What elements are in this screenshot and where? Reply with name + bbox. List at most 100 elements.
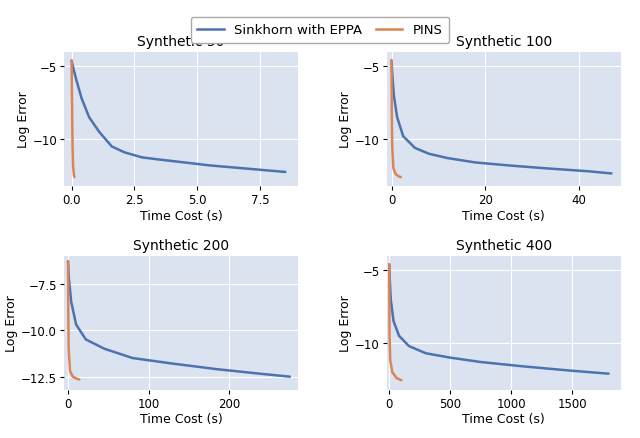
PINS <box>395 174 403 180</box>
Sinkhorn with EPPA <box>67 300 75 305</box>
Sinkhorn with EPPA <box>286 374 294 379</box>
Sinkhorn with EPPA <box>505 163 513 169</box>
Legend: Sinkhorn with EPPA, PINS: Sinkhorn with EPPA, PINS <box>191 18 449 44</box>
Sinkhorn with EPPA <box>82 337 90 342</box>
Sinkhorn with EPPA <box>472 160 479 166</box>
Sinkhorn with EPPA <box>386 275 394 280</box>
PINS <box>388 59 396 64</box>
Sinkhorn with EPPA <box>206 163 214 169</box>
PINS <box>72 376 80 381</box>
Sinkhorn with EPPA <box>388 72 396 77</box>
Sinkhorn with EPPA <box>70 67 77 73</box>
Sinkhorn with EPPA <box>444 156 451 161</box>
Sinkhorn with EPPA <box>85 115 93 120</box>
Sinkhorn with EPPA <box>282 170 289 175</box>
PINS <box>397 175 404 180</box>
Sinkhorn with EPPA <box>584 169 592 174</box>
Sinkhorn with EPPA <box>95 130 103 135</box>
Sinkhorn with EPPA <box>65 276 73 281</box>
Sinkhorn with EPPA <box>129 356 136 361</box>
Title: Synthetic 100: Synthetic 100 <box>456 35 552 49</box>
PINS <box>68 59 76 64</box>
X-axis label: Time Cost (s): Time Cost (s) <box>140 209 222 222</box>
Sinkhorn with EPPA <box>78 96 86 102</box>
Y-axis label: Log Error: Log Error <box>339 91 353 148</box>
Line: PINS: PINS <box>72 61 75 178</box>
PINS <box>68 145 76 150</box>
Sinkhorn with EPPA <box>425 152 433 157</box>
Sinkhorn with EPPA <box>213 367 221 372</box>
Sinkhorn with EPPA <box>156 158 163 163</box>
Sinkhorn with EPPA <box>390 319 397 324</box>
PINS <box>388 108 396 113</box>
Sinkhorn with EPPA <box>607 171 615 177</box>
Title: Synthetic 200: Synthetic 200 <box>133 238 229 252</box>
Sinkhorn with EPPA <box>387 297 395 302</box>
PINS <box>65 346 72 352</box>
PINS <box>388 145 396 150</box>
Sinkhorn with EPPA <box>394 115 401 120</box>
Sinkhorn with EPPA <box>258 371 266 377</box>
PINS <box>68 101 76 106</box>
Sinkhorn with EPPA <box>257 168 264 173</box>
Sinkhorn with EPPA <box>568 368 576 374</box>
Sinkhorn with EPPA <box>605 371 612 376</box>
PINS <box>69 374 77 379</box>
Y-axis label: Log Error: Log Error <box>5 295 19 351</box>
PINS <box>66 369 74 374</box>
Sinkhorn with EPPA <box>120 150 128 155</box>
Sinkhorn with EPPA <box>108 145 116 150</box>
Sinkhorn with EPPA <box>231 166 239 171</box>
Sinkhorn with EPPA <box>388 59 396 64</box>
PINS <box>70 169 77 174</box>
Sinkhorn with EPPA <box>422 351 429 356</box>
PINS <box>386 333 394 339</box>
Sinkhorn with EPPA <box>64 259 72 264</box>
PINS <box>64 259 72 264</box>
PINS <box>392 172 399 177</box>
Line: Sinkhorn with EPPA: Sinkhorn with EPPA <box>392 61 611 174</box>
Sinkhorn with EPPA <box>395 333 403 339</box>
Y-axis label: Log Error: Log Error <box>17 91 29 148</box>
Sinkhorn with EPPA <box>73 79 81 84</box>
Line: Sinkhorn with EPPA: Sinkhorn with EPPA <box>72 61 285 173</box>
Title: Synthetic 400: Synthetic 400 <box>456 238 552 252</box>
Sinkhorn with EPPA <box>405 343 413 349</box>
Sinkhorn with EPPA <box>68 59 76 64</box>
PINS <box>397 378 405 383</box>
Line: PINS: PINS <box>68 261 79 380</box>
Sinkhorn with EPPA <box>390 94 397 99</box>
PINS <box>393 375 401 381</box>
PINS <box>390 166 397 172</box>
PINS <box>65 309 72 314</box>
Line: PINS: PINS <box>389 265 401 380</box>
PINS <box>388 370 396 375</box>
Y-axis label: Log Error: Log Error <box>339 295 353 351</box>
X-axis label: Time Cost (s): Time Cost (s) <box>463 413 545 425</box>
Sinkhorn with EPPA <box>411 146 419 151</box>
Sinkhorn with EPPA <box>399 134 407 140</box>
Sinkhorn with EPPA <box>131 153 138 159</box>
Sinkhorn with EPPA <box>385 262 393 267</box>
PINS <box>385 262 393 267</box>
X-axis label: Time Cost (s): Time Cost (s) <box>140 413 222 425</box>
Sinkhorn with EPPA <box>100 346 108 352</box>
Sinkhorn with EPPA <box>169 361 177 367</box>
Sinkhorn with EPPA <box>477 360 484 365</box>
Sinkhorn with EPPA <box>520 364 527 369</box>
Sinkhorn with EPPA <box>181 160 189 166</box>
Sinkhorn with EPPA <box>138 155 146 161</box>
Line: Sinkhorn with EPPA: Sinkhorn with EPPA <box>68 261 290 377</box>
X-axis label: Time Cost (s): Time Cost (s) <box>463 209 545 222</box>
Sinkhorn with EPPA <box>542 166 550 172</box>
PINS <box>387 358 394 364</box>
PINS <box>69 163 77 169</box>
PINS <box>385 297 393 302</box>
PINS <box>70 173 78 179</box>
PINS <box>76 377 83 382</box>
Line: PINS: PINS <box>392 61 401 178</box>
Sinkhorn with EPPA <box>72 322 80 327</box>
Title: Synthetic 50: Synthetic 50 <box>138 35 225 49</box>
Sinkhorn with EPPA <box>446 355 454 360</box>
Line: Sinkhorn with EPPA: Sinkhorn with EPPA <box>389 265 609 374</box>
